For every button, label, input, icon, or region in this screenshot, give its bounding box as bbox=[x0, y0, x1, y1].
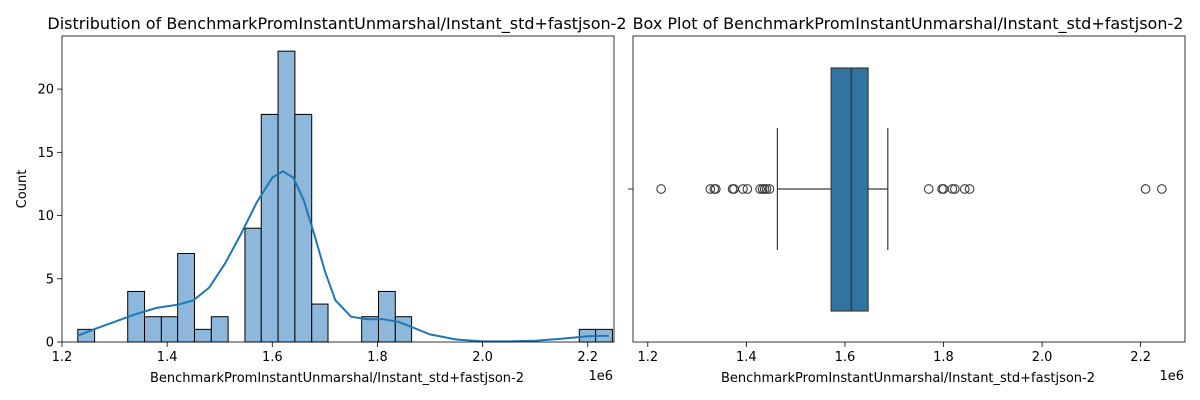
outlier-point bbox=[923, 184, 934, 194]
outlier-point bbox=[755, 184, 766, 194]
histogram-y-ticks: 0 5 10 15 20 bbox=[37, 83, 62, 351]
boxplot-x-ticks: 1.2 1.4 1.6 1.8 2.0 2.2 bbox=[637, 342, 1151, 365]
histogram-axes-frame bbox=[61, 35, 615, 343]
histogram-bar bbox=[394, 316, 413, 343]
histogram-x-ticks: 1.2 1.4 1.6 1.8 2.0 2.2 bbox=[52, 342, 598, 365]
histogram-bar bbox=[260, 113, 279, 343]
histogram-bar bbox=[160, 316, 179, 343]
histogram-bars bbox=[77, 50, 613, 343]
y-tick-label: 5 bbox=[46, 272, 54, 287]
histogram-bar bbox=[294, 113, 313, 343]
outlier-point bbox=[1156, 184, 1167, 194]
boxplot-axes-frame bbox=[632, 35, 1186, 343]
histogram-y-label: Count bbox=[15, 170, 30, 209]
outlier-point bbox=[1140, 184, 1151, 194]
outlier-point bbox=[705, 184, 716, 194]
y-tick-label: 10 bbox=[37, 209, 54, 224]
x-tick-label: 2.0 bbox=[472, 350, 493, 365]
boxplot-title: Box Plot of BenchmarkPromInstantUnmarsha… bbox=[633, 14, 1184, 34]
histogram-bar bbox=[177, 252, 195, 343]
x-tick-label: 1.6 bbox=[262, 350, 283, 365]
x-tick-label: 1.2 bbox=[52, 350, 73, 365]
histogram-x-offset-label: 1e6 bbox=[588, 369, 613, 384]
iqr-box bbox=[830, 67, 869, 312]
outlier-point bbox=[959, 184, 970, 194]
histogram-bar bbox=[244, 227, 262, 343]
y-tick-label: 0 bbox=[46, 336, 54, 351]
outlier-point bbox=[764, 184, 775, 194]
outlier-point bbox=[656, 184, 666, 194]
boxplot-elements bbox=[656, 67, 1167, 312]
outlier-point bbox=[949, 184, 960, 194]
x-tick-label: 2.0 bbox=[1032, 350, 1053, 365]
outlier-point bbox=[710, 184, 721, 194]
histogram-bar bbox=[377, 290, 396, 343]
kde-curve bbox=[77, 170, 609, 343]
x-tick-label: 1.8 bbox=[367, 350, 388, 365]
y-tick-label: 15 bbox=[37, 146, 54, 161]
histogram-bar bbox=[193, 328, 212, 343]
outlier-point bbox=[742, 184, 753, 194]
y-tick-label: 20 bbox=[37, 83, 54, 98]
x-tick-label: 2.2 bbox=[1130, 350, 1151, 365]
x-tick-label: 1.6 bbox=[835, 350, 856, 365]
boxplot-x-label: BenchmarkPromInstantUnmarshal/Instant_st… bbox=[721, 371, 1095, 386]
histogram-title: Distribution of BenchmarkPromInstantUnma… bbox=[47, 14, 626, 34]
x-tick-label: 1.4 bbox=[736, 350, 757, 365]
x-tick-label: 1.8 bbox=[933, 350, 954, 365]
outlier-point bbox=[761, 184, 772, 194]
histogram-bar bbox=[311, 303, 329, 343]
x-tick-label: 1.2 bbox=[637, 350, 658, 365]
histogram-bar bbox=[277, 50, 296, 343]
boxplot-panel: Box Plot of BenchmarkPromInstantUnmarsha… bbox=[628, 14, 1186, 386]
outlier-point bbox=[738, 184, 748, 194]
outlier-point bbox=[964, 184, 975, 194]
outlier-point bbox=[947, 184, 958, 194]
histogram-x-label: BenchmarkPromInstantUnmarshal/Instant_st… bbox=[150, 371, 524, 386]
boxplot-x-offset-label: 1e6 bbox=[1159, 369, 1184, 384]
histogram-bar bbox=[210, 316, 229, 343]
histogram-panel: Distribution of BenchmarkPromInstantUnma… bbox=[15, 14, 627, 386]
histogram-bar bbox=[144, 316, 162, 343]
histogram-bar bbox=[361, 316, 379, 343]
x-tick-label: 1.4 bbox=[157, 350, 178, 365]
x-tick-label: 2.2 bbox=[577, 350, 598, 365]
